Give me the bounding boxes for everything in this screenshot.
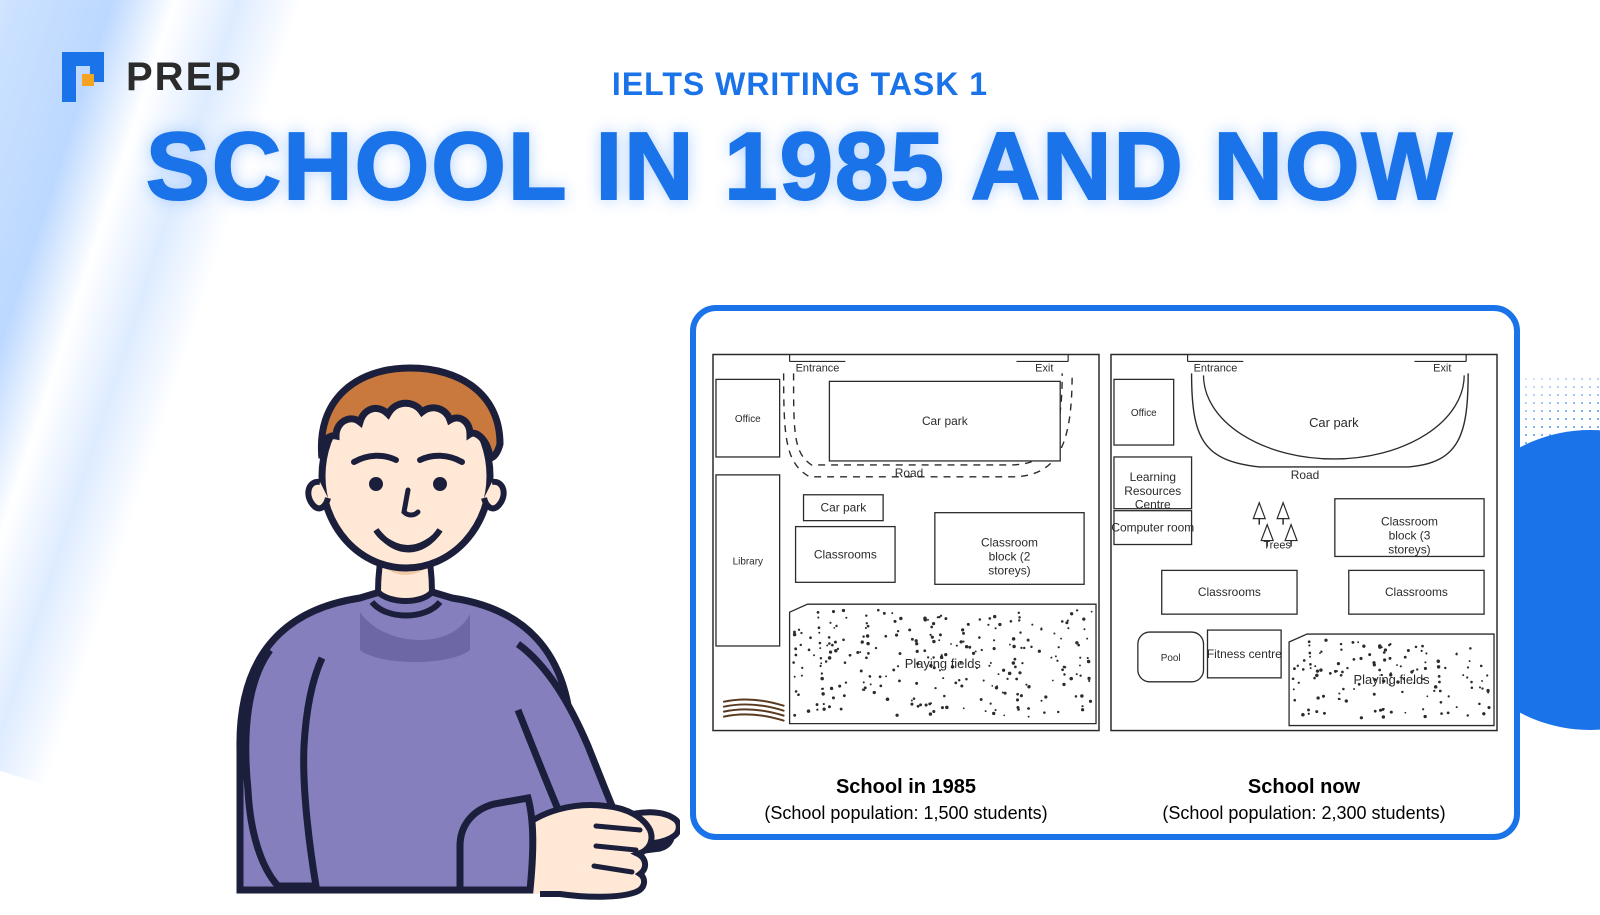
svg-text:Fitness centre: Fitness centre (1207, 647, 1282, 661)
map-1985-diagram: Entrance Exit Car park Road Office Car park Cl… (712, 325, 1100, 770)
map-1985-title: School in 1985 (712, 776, 1100, 799)
svg-text:Playing fields: Playing fields (1353, 672, 1429, 687)
svg-text:Trees: Trees (1263, 539, 1291, 551)
svg-text:Classroomblock (3storeys): Classroomblock (3storeys) (1381, 515, 1438, 557)
map-now-title: School now (1110, 776, 1498, 799)
svg-text:Car park: Car park (1309, 415, 1359, 430)
page-title-text: SCHOOL IN 1985 AND NOW (140, 113, 1460, 220)
svg-text:Computer room: Computer room (1111, 521, 1194, 535)
svg-text:Playing fields: Playing fields (905, 656, 981, 671)
svg-text:Classrooms: Classrooms (814, 547, 877, 561)
svg-text:Classrooms: Classrooms (1385, 585, 1448, 599)
svg-text:Entrance: Entrance (1194, 362, 1238, 374)
map-1985: Entrance Exit Car park Road Office Car park Cl… (712, 325, 1100, 824)
svg-text:Car park: Car park (820, 501, 866, 515)
svg-text:Office: Office (735, 414, 761, 425)
page-title: SCHOOL IN 1985 AND NOW (0, 112, 1600, 222)
svg-text:Library: Library (733, 556, 763, 567)
svg-text:Exit: Exit (1433, 362, 1451, 374)
map-now: EntranceExitCar parkRoadOfficeLearningRe… (1110, 325, 1498, 824)
svg-text:Exit: Exit (1035, 362, 1053, 374)
map-1985-population: (School population: 1,500 students) (712, 803, 1100, 824)
svg-text:Entrance: Entrance (796, 362, 840, 374)
svg-text:Classrooms: Classrooms (1198, 585, 1261, 599)
map-now-diagram: EntranceExitCar parkRoadOfficeLearningRe… (1110, 325, 1498, 770)
character-illustration (120, 290, 680, 910)
page-subtitle: IELTS WRITING TASK 1 (0, 66, 1600, 103)
svg-text:Road: Road (895, 466, 924, 480)
svg-text:Pool: Pool (1161, 653, 1181, 664)
svg-text:Car park: Car park (922, 414, 968, 428)
maps-panel: Entrance Exit Car park Road Office Car park Cl… (690, 305, 1520, 840)
svg-text:Office: Office (1131, 408, 1157, 419)
svg-text:Classroomblock (2storeys): Classroomblock (2storeys) (981, 536, 1038, 578)
map-now-population: (School population: 2,300 students) (1110, 803, 1498, 824)
svg-text:Road: Road (1291, 468, 1320, 482)
